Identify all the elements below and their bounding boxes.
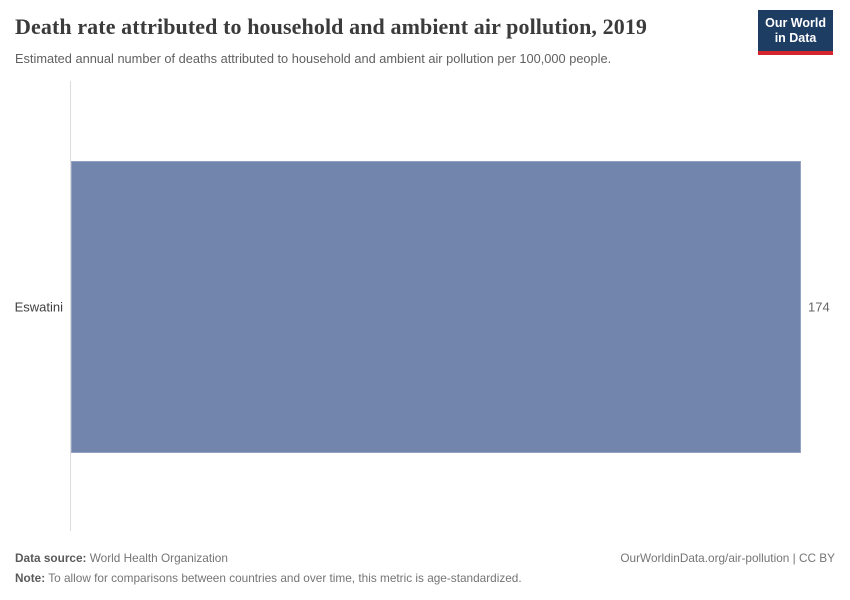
note-value: To allow for comparisons between countri… xyxy=(45,571,522,585)
note-label: Note: xyxy=(15,571,46,585)
y-axis-line xyxy=(70,81,71,531)
owid-logo: Our World in Data xyxy=(758,10,833,55)
owid-logo-line2: in Data xyxy=(774,31,817,46)
owid-link[interactable]: OurWorldinData.org/air-pollution | CC BY xyxy=(620,551,835,565)
bar-chart: Eswatini 174 xyxy=(0,80,850,531)
note-line: Note: To allow for comparisons between c… xyxy=(15,568,835,588)
bar-eswatini[interactable] xyxy=(71,161,801,453)
page-title: Death rate attributed to household and a… xyxy=(15,14,648,39)
chart-subtitle: Estimated annual number of deaths attrib… xyxy=(15,51,612,66)
chart-footer: Data source: World Health Organization N… xyxy=(15,548,835,588)
bar-value-label: 174 xyxy=(808,299,830,315)
owid-logo-line1: Our World xyxy=(765,16,826,30)
data-source-value: World Health Organization xyxy=(86,551,228,565)
data-source-label: Data source: xyxy=(15,551,87,565)
bar-category-label: Eswatini xyxy=(14,299,63,315)
data-source-line: Data source: World Health Organization xyxy=(15,548,835,568)
